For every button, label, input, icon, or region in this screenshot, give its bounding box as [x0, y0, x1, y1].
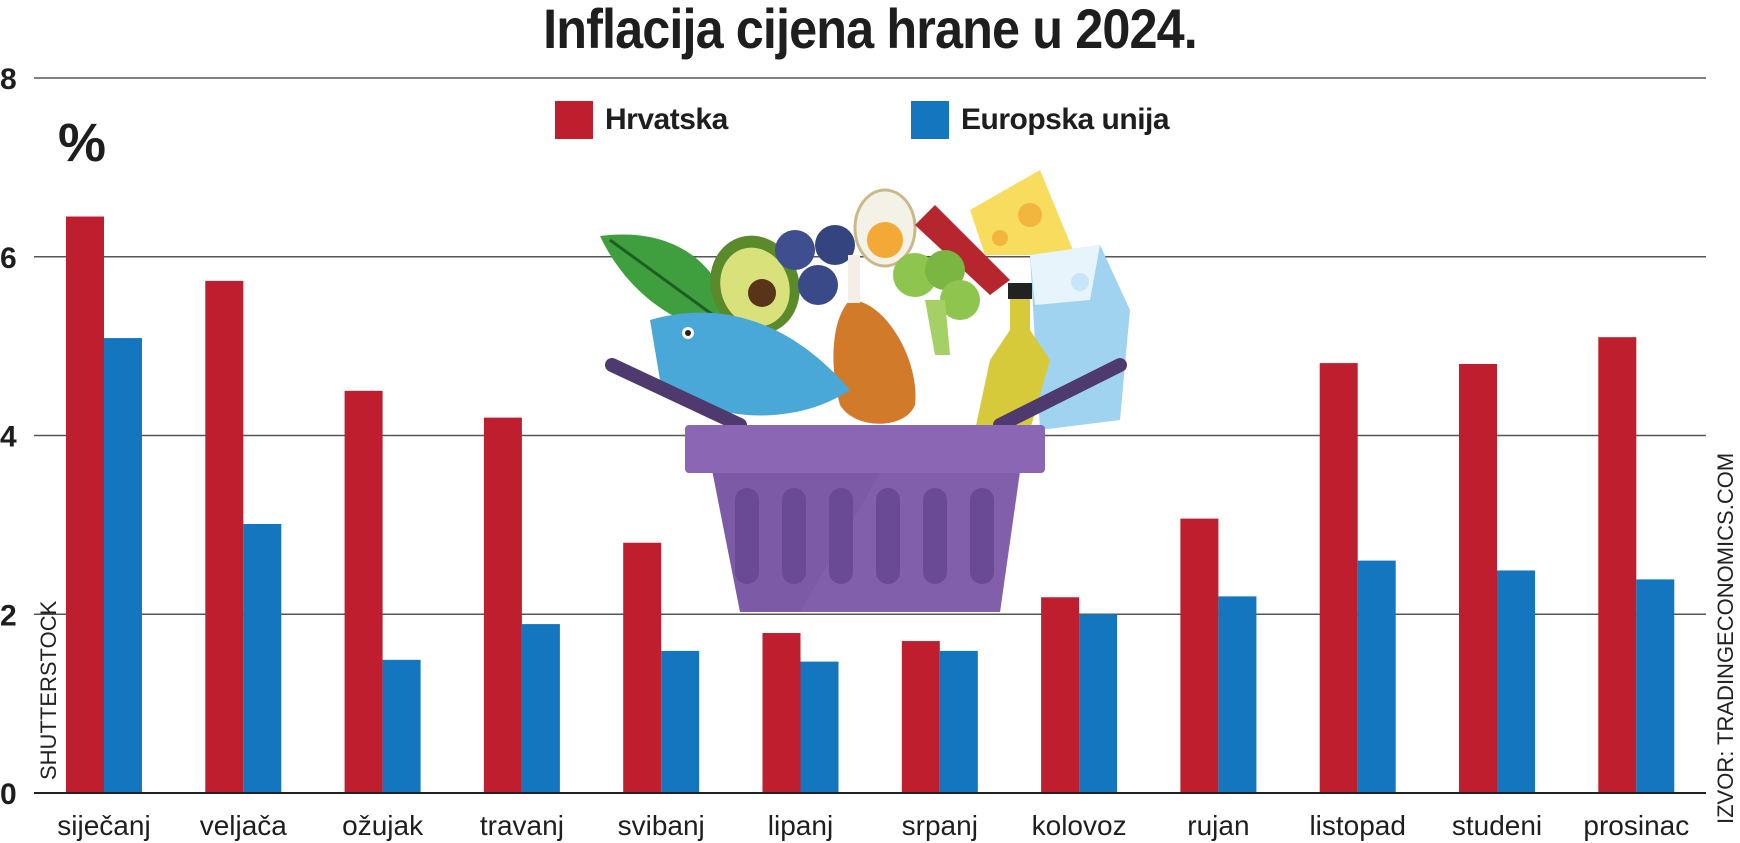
bar-europska-unija-8 — [1218, 596, 1257, 793]
y-tick-label-0: 0 — [0, 778, 17, 811]
bar-europska-unija-7 — [1079, 614, 1118, 793]
y-tick-label-6: 6 — [0, 242, 17, 275]
source-credit: IZVOR: TRADINGECONOMICS.COM — [1713, 452, 1738, 824]
bar-hrvatska-4 — [623, 542, 662, 793]
x-tick-label-0: siječanj — [57, 810, 150, 841]
x-tick-label-8: rujan — [1187, 810, 1249, 841]
x-tick-label-4: svibanj — [618, 810, 705, 841]
x-tick-label-3: travanj — [480, 810, 564, 841]
bar-hrvatska-2 — [344, 390, 383, 793]
x-tick-label-10: studeni — [1452, 810, 1542, 841]
y-tick-label-2: 2 — [0, 599, 17, 632]
chart-title: Inflacija cijena hrane u 2024. — [543, 0, 1198, 60]
bar-europska-unija-11 — [1636, 579, 1675, 793]
bar-europska-unija-9 — [1357, 560, 1396, 793]
bar-europska-unija-6 — [939, 650, 978, 793]
bar-hrvatska-6 — [901, 641, 940, 793]
legend-item-hrvatska: Hrvatska — [555, 100, 728, 140]
x-axis-tick-labels: siječanj veljača ožujak travanj svibanj lipan… — [57, 810, 1689, 841]
x-tick-label-11: prosinac — [1583, 810, 1689, 841]
legend-label-hrvatska: Hrvatska — [605, 103, 728, 136]
y-axis-tick-labels: 0 2 4 6 8 — [0, 63, 17, 811]
y-tick-label-8: 8 — [0, 63, 17, 96]
bars — [66, 216, 1675, 794]
bar-hrvatska-3 — [483, 417, 522, 793]
x-tick-label-2: ožujak — [342, 810, 424, 841]
bar-europska-unija-3 — [521, 624, 560, 793]
legend-item-europska-unija: Europska unija — [911, 100, 1170, 140]
y-tick-label-4: 4 — [0, 421, 17, 454]
x-tick-label-1: veljača — [200, 810, 288, 841]
x-tick-label-6: srpanj — [902, 810, 978, 841]
x-tick-label-9: listopad — [1309, 810, 1406, 841]
bar-europska-unija-0 — [104, 338, 142, 793]
basket-with-groceries-icon — [600, 170, 1130, 612]
bar-europska-unija-2 — [382, 659, 421, 793]
bar-hrvatska-0 — [66, 216, 104, 793]
bar-hrvatska-5 — [762, 633, 801, 793]
bar-europska-unija-5 — [800, 661, 839, 793]
bar-europska-unija-4 — [661, 650, 700, 793]
bar-hrvatska-1 — [205, 280, 244, 794]
legend-label-europska-unija: Europska unija — [961, 103, 1170, 136]
x-tick-label-5: lipanj — [768, 810, 833, 841]
legend-swatch-hrvatska — [555, 101, 593, 139]
bar-hrvatska-7 — [1041, 597, 1080, 793]
x-tick-label-7: kolovoz — [1032, 810, 1127, 841]
bar-hrvatska-9 — [1319, 363, 1358, 793]
bar-hrvatska-10 — [1459, 364, 1497, 793]
bar-europska-unija-10 — [1497, 570, 1535, 793]
bar-hrvatska-8 — [1180, 518, 1219, 793]
bar-hrvatska-11 — [1598, 337, 1637, 793]
legend-swatch-europska-unija — [911, 101, 949, 139]
bar-europska-unija-1 — [243, 523, 282, 793]
y-axis-unit-label: % — [58, 113, 107, 173]
photo-credit: SHUTTERSTOCK — [36, 600, 61, 780]
